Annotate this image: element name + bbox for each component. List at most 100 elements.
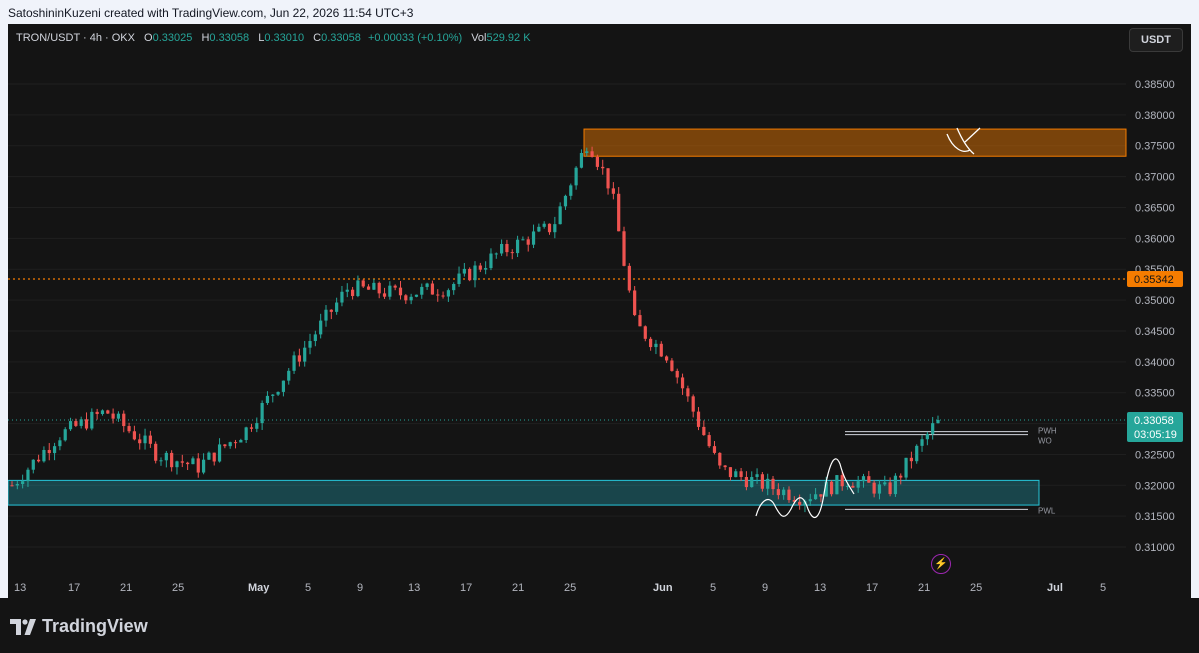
symbol-name: TRON/USDT · 4h · OKX (16, 32, 135, 44)
candle-body (563, 195, 568, 207)
candle-body (143, 435, 147, 444)
candle-body (861, 476, 866, 482)
candle-body (292, 355, 296, 371)
candle-body (308, 341, 312, 348)
candle-body (31, 459, 35, 470)
time-tick-label: 17 (866, 582, 878, 594)
candle-body (867, 476, 871, 483)
time-tick-label: 21 (918, 582, 930, 594)
currency-button[interactable]: USDT (1129, 28, 1183, 52)
candle-body (457, 273, 461, 284)
candle-body (835, 475, 839, 495)
candle-body (196, 458, 200, 473)
candle-body (473, 265, 477, 281)
candle-body (915, 445, 919, 462)
candle-body (643, 326, 647, 339)
candle-body (574, 167, 578, 186)
price-tick-label: 0.37000 (1135, 172, 1175, 184)
candle-body (239, 440, 243, 443)
time-tick-label: 13 (814, 582, 826, 594)
price-tick-label: 0.31500 (1135, 511, 1175, 523)
candle-body (627, 265, 631, 291)
candle-body (95, 411, 99, 414)
time-tick-label: Jun (653, 582, 673, 594)
time-tick-label: 9 (762, 582, 768, 594)
candle-body (58, 440, 62, 447)
candle-body (936, 419, 940, 424)
chart-pane[interactable]: 0.38500 0.38000 0.37500 0.37000 0.36500 0.360… (8, 24, 1191, 598)
candle-body (366, 286, 371, 290)
candle-body (420, 286, 424, 295)
price-chart[interactable]: 0.38500 0.38000 0.37500 0.37000 0.36500 0.360… (8, 24, 1191, 598)
candle-body (201, 459, 206, 473)
candle-body (148, 435, 152, 444)
candle-body (888, 482, 892, 495)
price-tick-label: 0.37500 (1135, 141, 1175, 153)
demand-zone (8, 479, 1040, 506)
candle-body (675, 370, 679, 378)
candle-body (558, 206, 562, 225)
candle-body (106, 410, 110, 414)
candle-body (393, 285, 397, 288)
candle-body (611, 188, 615, 194)
candle-body (340, 291, 344, 303)
candle-body (664, 356, 669, 361)
candle-body (899, 475, 903, 478)
candle-body (925, 434, 929, 440)
candle-body (287, 370, 291, 381)
candle-body (186, 462, 190, 465)
candle-body (74, 421, 78, 426)
candle-body (10, 485, 14, 487)
candle-body (281, 380, 286, 392)
candle-body (414, 294, 419, 297)
candle-body (622, 231, 626, 266)
candle-body (180, 461, 184, 463)
candle-body (883, 482, 887, 485)
price-tick-label: 0.31000 (1135, 542, 1175, 554)
tradingview-logo[interactable]: TradingView (10, 616, 148, 637)
low-value: 0.33010 (264, 32, 305, 44)
candle-body (47, 449, 51, 454)
candle-body (436, 294, 440, 296)
candle-body (79, 419, 83, 426)
change-value: +0.00033 (+0.10%) (367, 32, 463, 44)
candle-body (537, 226, 541, 232)
price-tick-label: 0.36500 (1135, 202, 1175, 214)
candle-body (696, 411, 701, 427)
candle-body (521, 239, 525, 241)
candle-body (68, 421, 73, 430)
caption-bar: SatoshininKuzeni created with TradingVie… (0, 0, 1199, 24)
candle-body (489, 253, 493, 269)
candle-body (904, 457, 908, 478)
candle-body (510, 252, 514, 254)
candle-body (217, 444, 222, 462)
candle-body (845, 485, 850, 487)
candle-body (851, 485, 855, 488)
candle-body (313, 334, 317, 342)
candle-body (233, 442, 238, 444)
candle-body (37, 459, 41, 462)
candle-body (398, 287, 403, 296)
candle-body (649, 338, 653, 348)
candle-body (249, 427, 254, 429)
candle-body (755, 474, 759, 478)
candle-body (388, 285, 392, 297)
candle-body (164, 452, 168, 461)
candle-body (191, 458, 195, 465)
candle-body (771, 478, 775, 490)
footer-bar: TradingView (0, 598, 1199, 653)
time-tick-label: 5 (710, 582, 716, 594)
time-tick-label: 21 (512, 582, 524, 594)
bolt-icon[interactable]: ⚡ (931, 554, 951, 574)
high-label: H (201, 32, 210, 44)
candle-body (260, 402, 264, 424)
candle-body (638, 315, 642, 327)
price-tick-label: 0.32000 (1135, 480, 1175, 492)
candle-body (798, 501, 802, 506)
price-tick-label: 0.38500 (1135, 79, 1175, 91)
caption-text: SatoshininKuzeni created with TradingVie… (8, 6, 414, 20)
x-mark-drawing (946, 127, 981, 155)
price-tick-label: 0.34500 (1135, 326, 1175, 338)
candle-body (760, 474, 764, 489)
candle-body (654, 343, 658, 348)
